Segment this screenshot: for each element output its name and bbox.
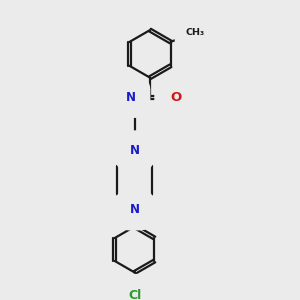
Text: Cl: Cl [128,289,141,300]
Text: CH₃: CH₃ [186,28,205,37]
Text: O: O [170,91,182,104]
Text: N: N [126,91,136,104]
Text: N: N [130,203,140,216]
Text: H: H [120,89,128,99]
Text: N: N [130,145,140,158]
